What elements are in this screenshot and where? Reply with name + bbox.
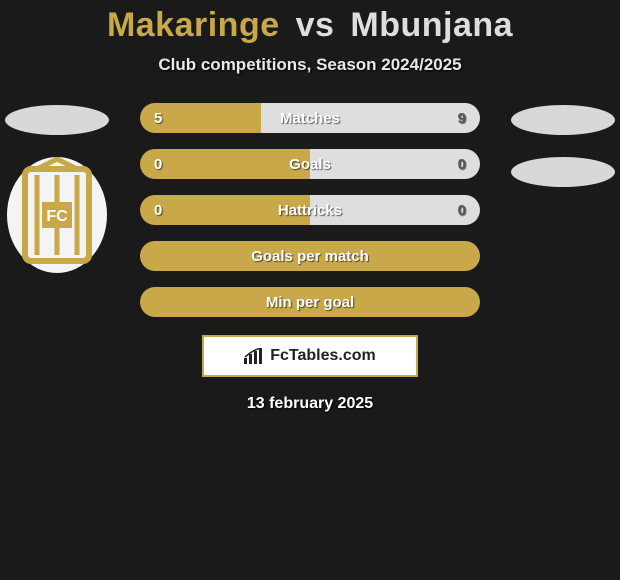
subtitle: Club competitions, Season 2024/2025 <box>0 55 620 75</box>
stat-row-goals-per-match: Goals per match <box>140 241 480 271</box>
player2-avatar-placeholder <box>511 105 615 135</box>
brand-text: FcTables.com <box>270 347 376 365</box>
right-column <box>508 103 618 317</box>
player2-club-placeholder <box>511 157 615 187</box>
comparison-container: FC 5 Matches 9 0 Goals 0 0 Hattricks 0 Goals per … <box>0 103 620 317</box>
stat-right-value: 9 <box>458 110 466 127</box>
stat-row-goals: 0 Goals 0 <box>140 149 480 179</box>
stat-left-value: 0 <box>154 156 162 173</box>
svg-text:FC: FC <box>46 208 68 225</box>
stat-bar-right <box>310 149 480 179</box>
player1-name: Makaringe <box>107 6 280 44</box>
player1-club-badge: FC <box>7 157 107 273</box>
stat-label: Goals <box>289 156 331 173</box>
stat-right-value: 0 <box>458 202 466 219</box>
stat-row-hattricks: 0 Hattricks 0 <box>140 195 480 225</box>
stat-left-value: 5 <box>154 110 162 127</box>
stat-row-matches: 5 Matches 9 <box>140 103 480 133</box>
date-text: 13 february 2025 <box>0 395 620 413</box>
vs-text: vs <box>296 6 335 44</box>
stat-label: Matches <box>280 110 340 127</box>
club-crest-icon: FC <box>7 157 107 273</box>
brand-badge: FcTables.com <box>202 335 418 377</box>
chart-icon <box>244 348 264 364</box>
stat-right-value: 0 <box>458 156 466 173</box>
stats-list: 5 Matches 9 0 Goals 0 0 Hattricks 0 Goals per mat… <box>140 103 480 317</box>
stat-label: Goals per match <box>251 248 369 265</box>
page-title: Makaringe vs Mbunjana <box>0 0 620 45</box>
player2-name: Mbunjana <box>350 6 513 44</box>
stat-row-min-per-goal: Min per goal <box>140 287 480 317</box>
stat-left-value: 0 <box>154 202 162 219</box>
stat-label: Min per goal <box>266 294 354 311</box>
stat-label: Hattricks <box>278 202 342 219</box>
left-column: FC <box>2 103 112 317</box>
stat-bar-left <box>140 149 310 179</box>
player1-avatar-placeholder <box>5 105 109 135</box>
